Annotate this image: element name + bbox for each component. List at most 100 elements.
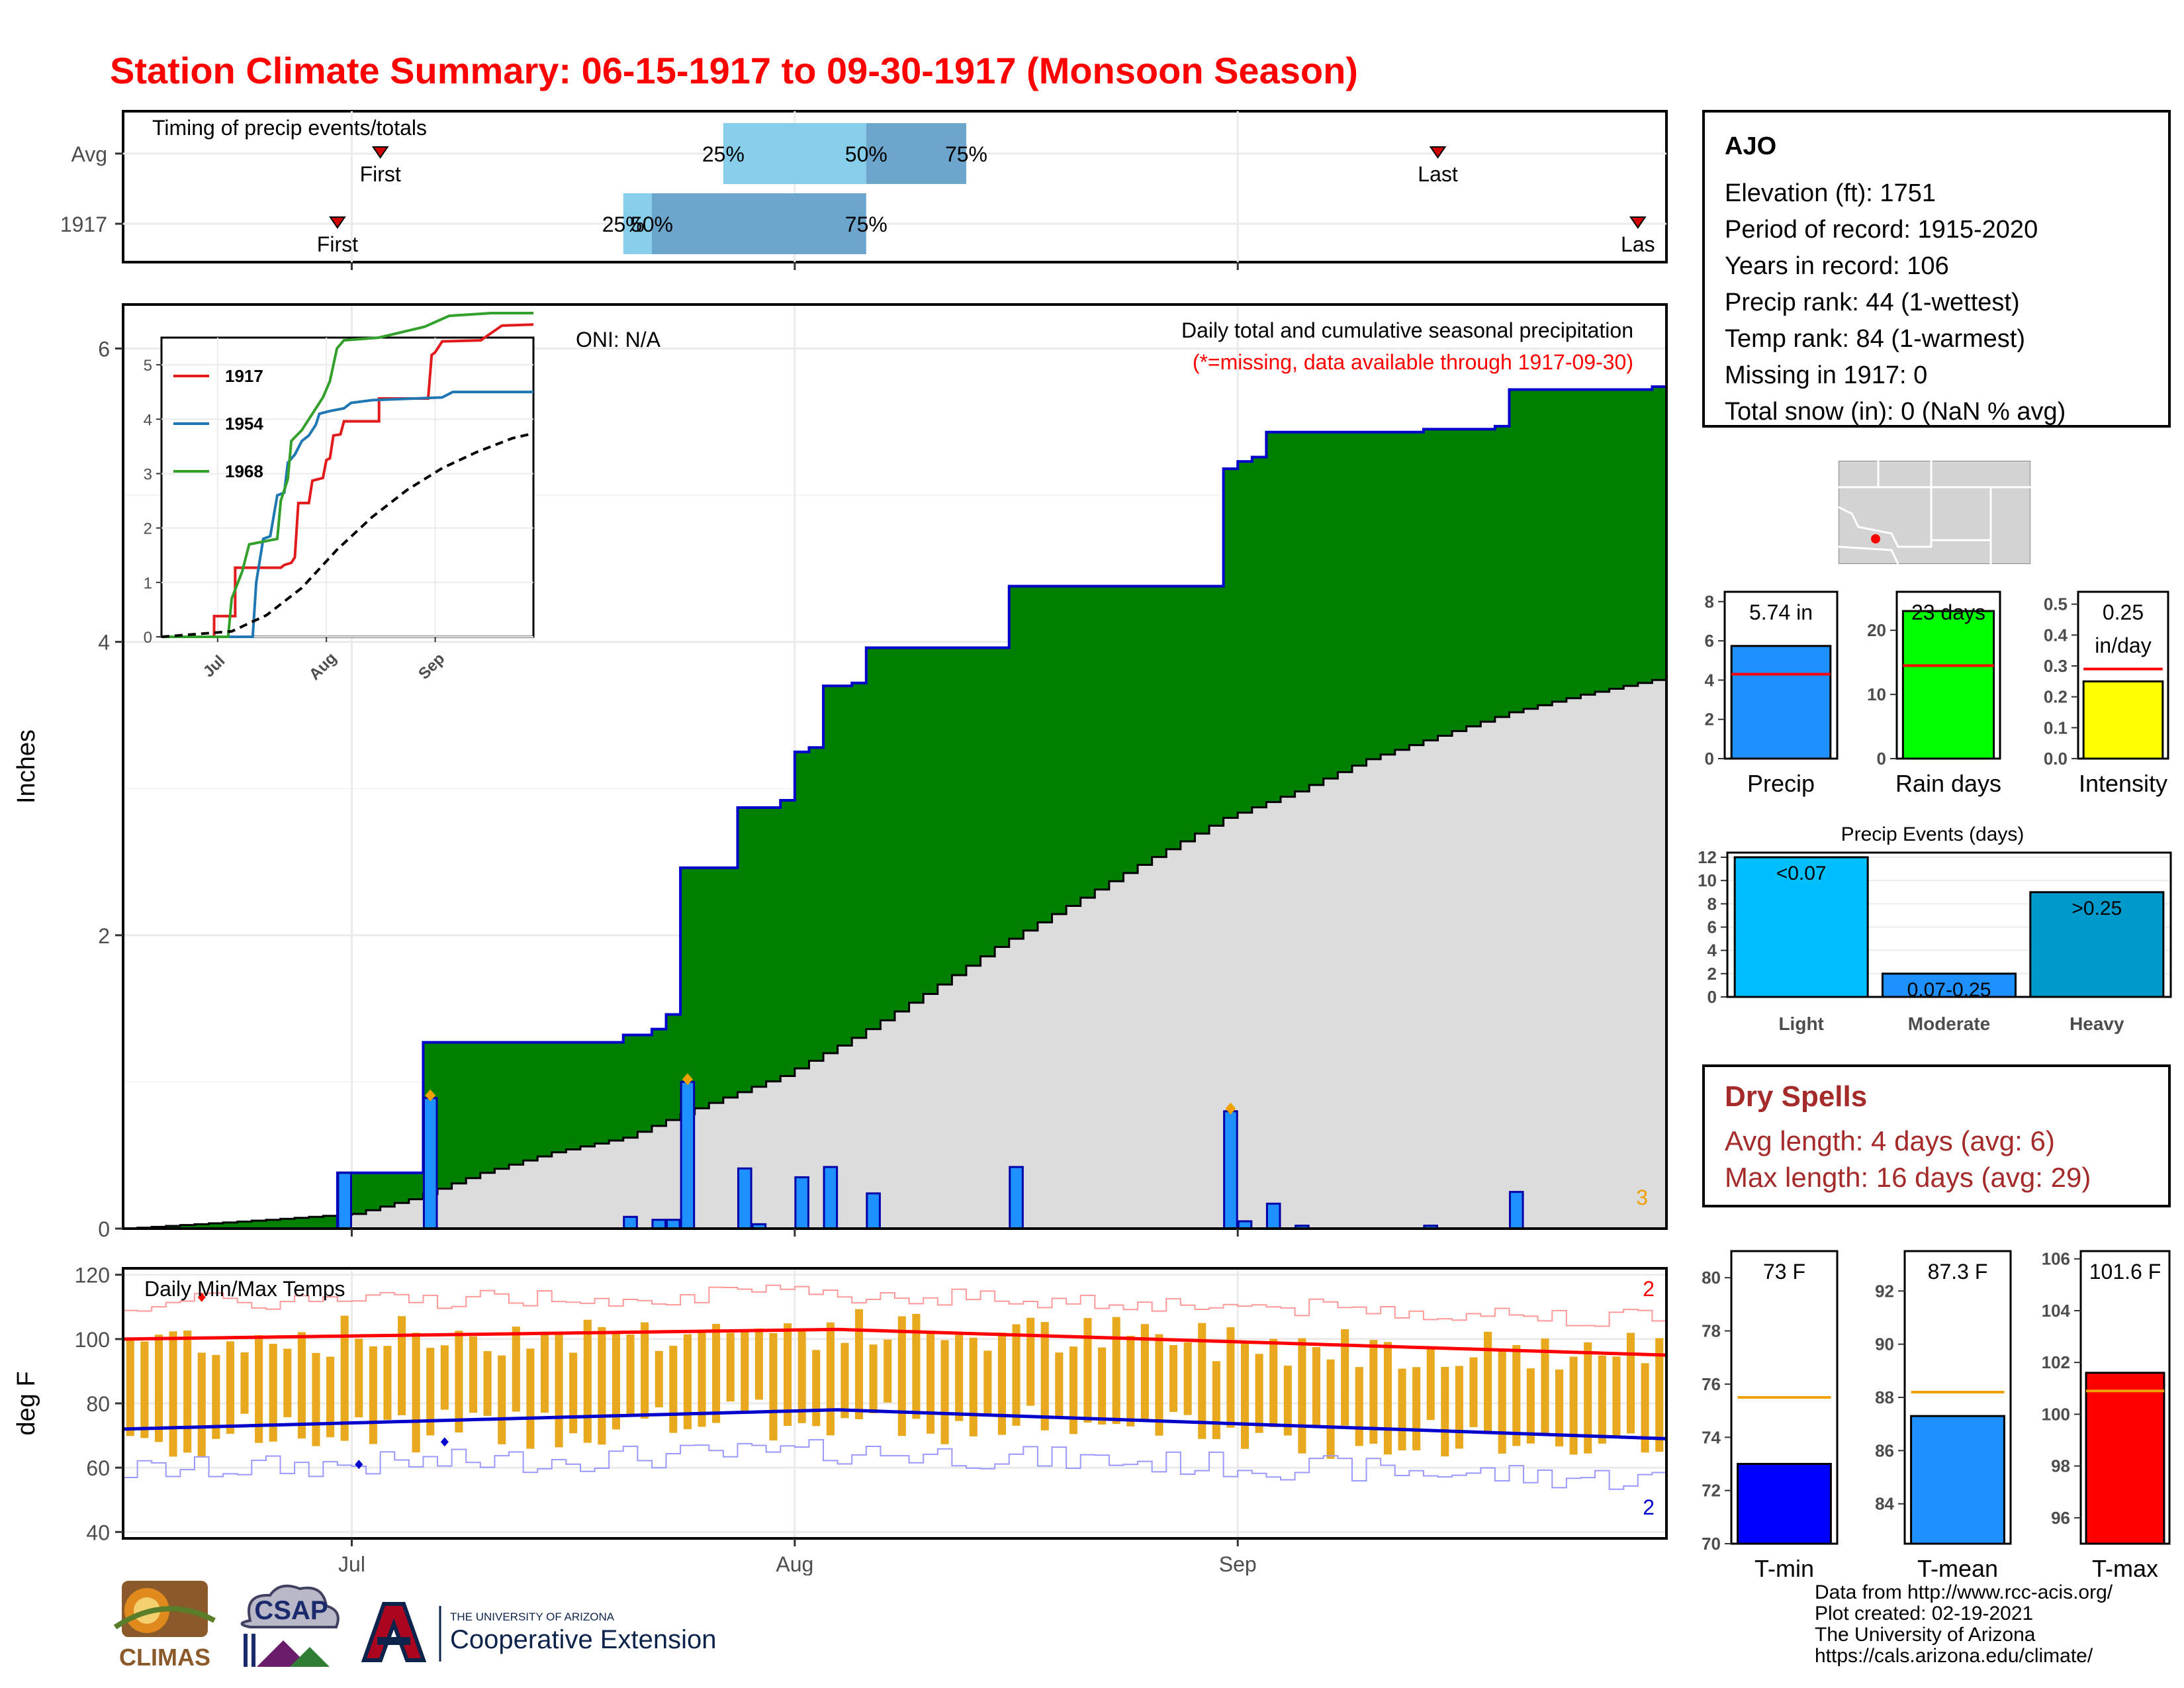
daily-precip-bar — [1508, 1191, 1524, 1230]
bar-panel-tick-label: 100 — [2042, 1404, 2070, 1424]
daily-temp-bar — [297, 1332, 306, 1439]
daily-temp-bar — [1612, 1356, 1621, 1438]
temp-summary-bars: 70 72 74 76 78 80 73 F T-min 84 86 88 90 92 87.3 F T-m… — [1702, 1249, 2171, 1582]
daily-temp-bar — [1569, 1356, 1578, 1455]
events-y-tick-label: 10 — [1698, 870, 1717, 890]
event-bar-label: >0.25 — [2071, 898, 2122, 919]
daily-temp-bar — [383, 1346, 392, 1420]
daily-temp-bar — [1512, 1344, 1521, 1446]
bar-panel-tick-label: 96 — [2051, 1508, 2070, 1528]
credit-data-source: Data from http://www.rcc-acis.org/ — [1815, 1581, 2113, 1603]
daily-temp-bar — [1026, 1317, 1035, 1406]
q50-label: 50% — [631, 212, 673, 236]
dry-spells-avg: Avg length: 4 days (avg: 6) — [1725, 1125, 2055, 1156]
record-low-count: 2 — [1643, 1495, 1655, 1519]
bar-panel-tick-label: 2 — [1705, 710, 1714, 729]
inset-legend-label: 1917 — [225, 366, 263, 386]
summary-bar — [1901, 610, 1995, 760]
location-map — [1839, 461, 2030, 564]
daily-precip-bar — [680, 1080, 696, 1230]
daily-temp-bar — [1441, 1366, 1449, 1457]
inset-series-line — [161, 312, 533, 638]
last-marker — [1629, 216, 1647, 229]
event-bar — [2029, 891, 2165, 998]
bar-panel-tick-label: 6 — [1705, 631, 1714, 651]
summary-bar — [1730, 645, 1832, 760]
ua-logo-top-text: THE UNIVERSITY OF ARIZONA — [450, 1611, 615, 1623]
daily-temp-bar — [741, 1331, 749, 1413]
daily-temp-bar — [626, 1334, 635, 1415]
temp-y-tick-label: 80 — [86, 1392, 110, 1416]
bar-panel-tick-label: 86 — [1875, 1440, 1894, 1460]
daily-temp-bar — [355, 1338, 363, 1418]
credit-plot-date: Plot created: 02-19-2021 — [1815, 1603, 2034, 1624]
summary-unit-label: in/day — [2095, 633, 2151, 657]
daily-temp-bar — [1598, 1355, 1606, 1444]
events-y-tick-label: 6 — [1707, 917, 1717, 937]
summary-bar — [1737, 1462, 1832, 1545]
station-elevation: Elevation (ft): 1751 — [1725, 179, 1936, 207]
daily-temp-bar — [469, 1336, 478, 1413]
first-label: First — [317, 232, 358, 256]
daily-temp-bar — [483, 1351, 492, 1416]
csap-logo: CSAP — [240, 1584, 340, 1667]
precip-chart: 0 2 4 6 Inches ONI: N/A Daily total and cumula… — [13, 303, 1668, 1241]
first-marker — [371, 146, 389, 159]
daily-temp-bar — [1455, 1366, 1463, 1449]
daily-temp-bar — [1183, 1342, 1192, 1415]
daily-temp-bar — [698, 1330, 706, 1427]
plot-frame — [122, 303, 1668, 1230]
daily-temp-bar — [455, 1331, 463, 1433]
bar-panel-tick-label: 90 — [1875, 1335, 1894, 1354]
summary-value-label: 23 days — [1911, 600, 1985, 624]
daily-temp-bar — [369, 1346, 377, 1444]
daily-record-marker — [425, 1089, 436, 1102]
daily-temp-bar — [669, 1346, 678, 1433]
daily-temp-bar — [769, 1333, 778, 1441]
daily-temp-bar — [1140, 1324, 1149, 1419]
daily-temp-bar — [1083, 1318, 1092, 1423]
bar-panel-tick-label: 0.3 — [2044, 656, 2068, 676]
last-marker — [1429, 146, 1447, 159]
bar-panel-tick-label: 0.0 — [2044, 749, 2068, 769]
events-y-tick-label: 4 — [1707, 941, 1717, 961]
daily-temp-bar — [1469, 1357, 1478, 1427]
daily-temp-bar — [841, 1342, 849, 1419]
y-tick-label: 4 — [98, 631, 110, 655]
oni-label: ONI: N/A — [576, 328, 661, 352]
avg-max-line — [122, 1327, 1667, 1357]
first-marker — [328, 216, 346, 229]
daily-temp-bar — [997, 1333, 1006, 1435]
q25-label: 25% — [602, 212, 645, 236]
observed-cumulative-line — [123, 385, 1666, 1230]
station-marker — [1871, 534, 1880, 543]
daily-temp-bar — [569, 1352, 578, 1434]
inset-legend-label: 1968 — [225, 461, 263, 481]
inset-frame — [160, 336, 535, 638]
temp-record-marker — [355, 1460, 363, 1470]
temp-x-tick-label: Sep — [1219, 1552, 1257, 1575]
bar-panel-tick-label: 98 — [2051, 1456, 2070, 1476]
daily-temp-bar — [812, 1350, 821, 1427]
station-snow: Total snow (in): 0 (NaN % avg) — [1725, 398, 2066, 426]
daily-temp-bar — [1341, 1329, 1349, 1426]
station-temp-rank: Temp rank: 84 (1-warmest) — [1725, 325, 2026, 353]
summary-value-label: 0.25 — [2103, 600, 2144, 624]
temp-record-marker — [440, 1437, 449, 1447]
daily-temp-bar — [598, 1327, 606, 1445]
daily-temp-bar — [398, 1316, 406, 1415]
daily-temp-bar — [869, 1344, 878, 1414]
bar-panel-tick-label: 0.5 — [2044, 594, 2068, 614]
daily-record-marker — [682, 1073, 693, 1086]
bar-panel-tick-label: 72 — [1702, 1481, 1721, 1501]
daily-temp-bar — [1098, 1347, 1107, 1425]
daily-temp-bar — [555, 1333, 563, 1448]
ua-logo-bottom-text: Cooperative Extension — [450, 1625, 716, 1654]
q75-label: 75% — [845, 212, 887, 236]
bar-panel-tick-label: 106 — [2042, 1249, 2070, 1269]
record-count: 3 — [1636, 1186, 1648, 1209]
summary-value-label: 87.3 F — [1928, 1260, 1988, 1284]
surplus-precip-area — [123, 387, 1666, 1229]
daily-temp-bar — [540, 1331, 549, 1413]
daily-temp-bar — [197, 1352, 206, 1458]
